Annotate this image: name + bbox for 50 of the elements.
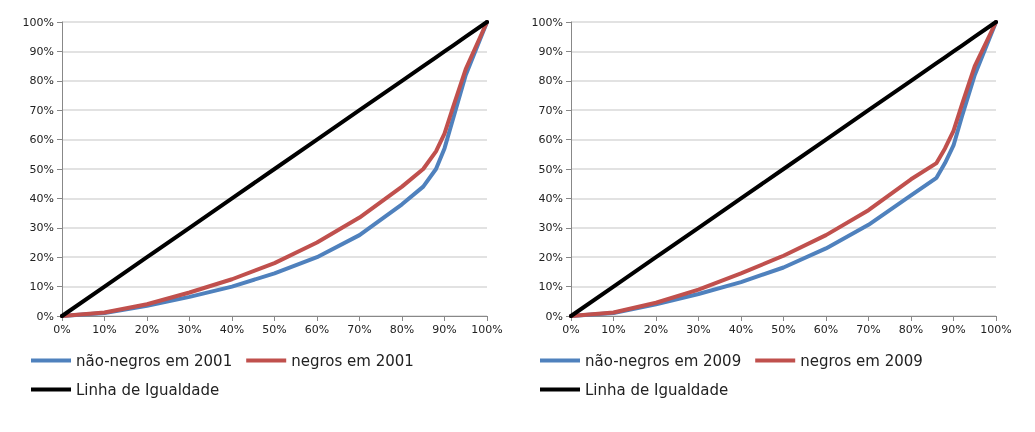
x-tick-label: 30% <box>686 323 711 336</box>
x-tick-label: 70% <box>856 323 881 336</box>
x-tick-label: 80% <box>898 323 924 336</box>
x-tick-label: 0% <box>562 323 580 336</box>
x-tick-label: 10% <box>601 323 626 336</box>
y-tick-label: 40% <box>29 191 54 205</box>
y-tick-label: 60% <box>538 133 563 147</box>
y-tick-label: 90% <box>29 44 54 58</box>
x-tick-label: 100% <box>471 323 503 336</box>
y-tick-label: 50% <box>29 162 54 176</box>
legend-label: negros em 2009 <box>800 351 923 370</box>
x-tick-label: 60% <box>813 323 839 336</box>
x-tick-label: 70% <box>347 323 372 336</box>
legend-label: negros em 2001 <box>291 351 414 370</box>
legend-label: Linha de Igualdade <box>76 380 220 399</box>
y-tick-label: 10% <box>538 280 563 294</box>
y-tick-label: 80% <box>538 74 563 88</box>
y-tick-label: 60% <box>29 133 54 147</box>
x-tick-label: 20% <box>643 323 669 336</box>
x-tick-label: 90% <box>941 323 966 336</box>
x-tick-label: 20% <box>134 323 160 336</box>
y-tick-label: 30% <box>29 221 54 235</box>
legend-label: Linha de Igualdade <box>585 380 729 399</box>
y-tick-label: 40% <box>538 191 563 205</box>
x-tick-label: 30% <box>177 323 202 336</box>
x-tick-label: 40% <box>728 323 754 336</box>
y-tick-label: 80% <box>29 74 54 88</box>
y-tick-label: 0% <box>36 309 54 323</box>
x-tick-label: 80% <box>389 323 415 336</box>
y-tick-label: 20% <box>538 250 563 264</box>
x-tick-label: 50% <box>262 323 287 336</box>
x-tick-label: 100% <box>980 323 1012 336</box>
y-tick-label: 100% <box>531 15 563 29</box>
legend-label: não-negros em 2001 <box>76 351 233 370</box>
y-tick-label: 10% <box>29 280 54 294</box>
x-tick-label: 10% <box>92 323 117 336</box>
y-tick-label: 30% <box>538 221 563 235</box>
y-tick-label: 50% <box>538 162 563 176</box>
y-tick-label: 20% <box>29 250 54 264</box>
y-tick-label: 100% <box>22 15 54 29</box>
y-tick-label: 90% <box>538 44 563 58</box>
x-tick-label: 50% <box>771 323 796 336</box>
y-tick-label: 0% <box>545 309 563 323</box>
x-tick-label: 60% <box>304 323 330 336</box>
x-tick-label: 0% <box>53 323 71 336</box>
x-tick-label: 40% <box>219 323 245 336</box>
legend-label: não-negros em 2009 <box>585 351 742 370</box>
y-tick-label: 70% <box>29 103 54 117</box>
x-tick-label: 90% <box>432 323 457 336</box>
y-tick-label: 70% <box>538 103 563 117</box>
